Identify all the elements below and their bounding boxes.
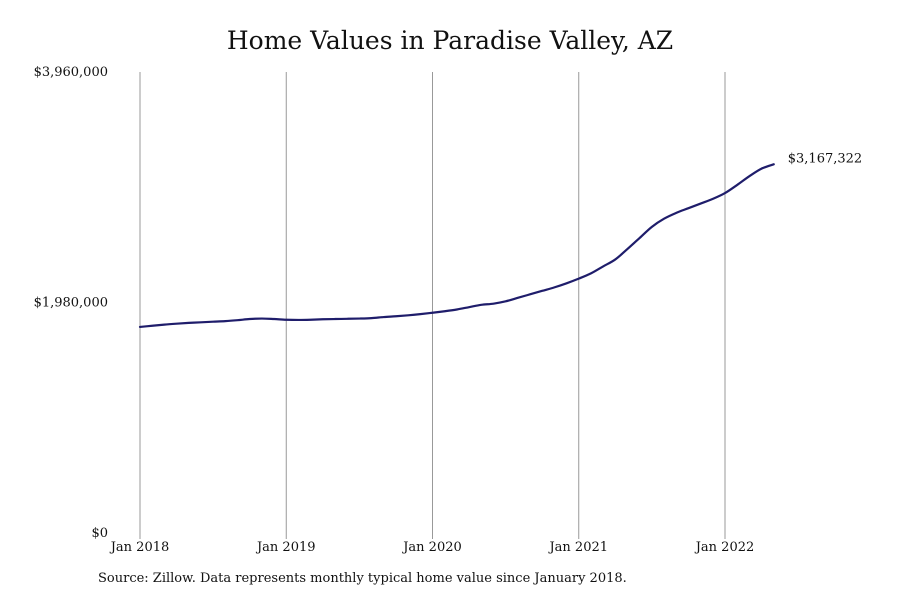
x-axis: Jan 2018 Jan 2019 Jan 2020 Jan 2021 Jan 2022 [109,540,755,555]
end-value-label: $3,167,322 [788,151,862,166]
y-tick-label: $3,960,000 [34,65,108,80]
y-axis: $0 $1,980,000 $3,960,000 [34,65,108,541]
source-note: Source: Zillow. Data represents monthly … [98,571,627,586]
x-tick-label: Jan 2021 [547,540,608,555]
y-tick-label: $0 [91,526,108,541]
y-tick-label: $1,980,000 [34,296,108,311]
chart-title: Home Values in Paradise Valley, AZ [226,26,674,55]
x-tick-label: Jan 2020 [401,540,462,555]
x-tick-label: Jan 2022 [694,540,755,555]
series-line [138,163,775,329]
x-gridlines [139,72,726,539]
x-tick-label: Jan 2018 [109,540,170,555]
x-tick-label: Jan 2019 [255,540,316,555]
